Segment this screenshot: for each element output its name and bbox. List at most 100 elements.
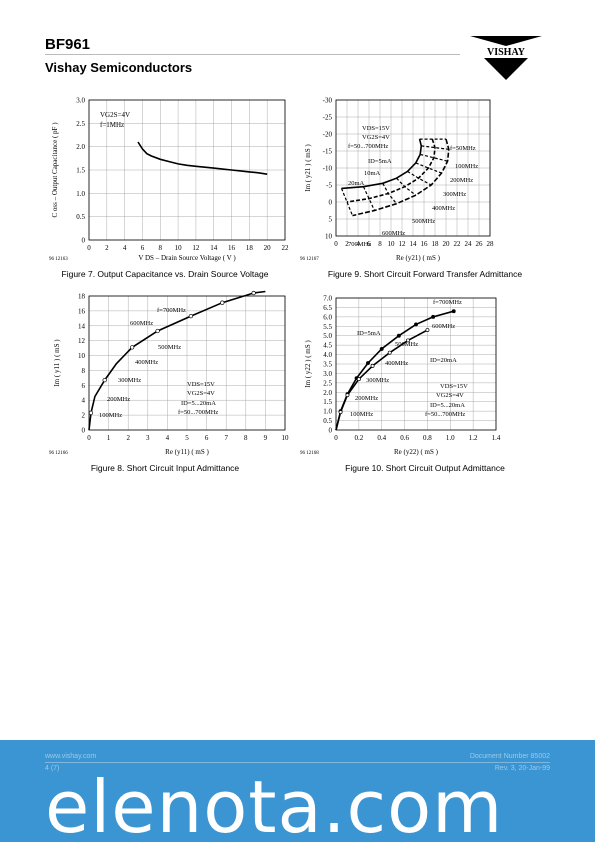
condition-id: ID=5...20mA [181, 400, 216, 407]
x-tick-label: 12 [399, 240, 407, 248]
condition-frequency: f=50...700MHz [425, 411, 465, 418]
label-200mhz: 200MHz [107, 396, 130, 403]
label-500mhz: 500MHz [395, 341, 418, 348]
y-tick-label: 4.5 [323, 342, 332, 350]
label-id-5ma: ID=5mA [357, 330, 381, 337]
x-tick-label: 0 [87, 434, 91, 442]
x-tick-label: 16 [421, 240, 429, 248]
footer-revision: Rev. 3, 20-Jan-99 [494, 765, 550, 772]
y-tick-label: 10 [78, 352, 86, 360]
frequency-marker [396, 333, 401, 338]
y-tick-label: -25 [323, 114, 333, 122]
x-axis-label: Re (y21) ( mS ) [396, 254, 441, 262]
y-tick-label: 3.0 [76, 97, 85, 105]
x-tick-label: 7 [224, 434, 228, 442]
footer-page-number: 4 (7) [45, 765, 60, 772]
footer-link[interactable]: www.vishay.com [45, 753, 97, 760]
plot-frame [88, 295, 286, 431]
label-100mhz: 100MHz [455, 163, 478, 170]
y-tick-label: 0 [329, 199, 333, 207]
frequency-marker [155, 328, 160, 334]
frequency-marker [129, 345, 135, 350]
y-tick-label: 2.0 [76, 143, 85, 151]
label-300mhz: 300MHz [366, 377, 389, 384]
plot-frame [335, 297, 497, 431]
frequency-marker [220, 300, 225, 305]
header-rule [45, 54, 460, 55]
label-500mhz: 500MHz [158, 344, 181, 351]
watermark: elenota.com [45, 765, 504, 849]
frequency-marker [451, 309, 456, 314]
x-tick-label: 10 [175, 244, 183, 252]
x-tick-label: 16 [228, 244, 236, 252]
x-tick-label: 4 [166, 434, 170, 442]
x-tick-label: 2 [126, 434, 130, 442]
y-tick-label: 3.5 [323, 361, 332, 369]
figure-10-caption: Figure 10. Short Circuit Output Admittan… [345, 463, 505, 473]
y-tick-label: 0 [329, 427, 333, 435]
figure-7-chart: 0 2 4 6 8 10 12 14 16 18 20 22 0 0.5 1.0 1.5 2.0 2.5 3.0 VG… [49, 97, 289, 263]
figure-8-chart: 0 1 2 3 4 5 6 7 8 9 10024681012141618f=700MHz600MH… [49, 290, 289, 456]
x-tick-label: 24 [465, 240, 473, 248]
condition-vds: VDS=15V [187, 381, 215, 388]
frequency-marker [345, 393, 350, 398]
y-tick-label: 6.0 [323, 313, 332, 321]
frequency-marker [251, 290, 256, 296]
footer-document-number: Document Number 85002 [469, 753, 550, 760]
frequency-marker [188, 313, 194, 319]
label-f-700mhz: f=700MHz [433, 299, 462, 306]
condition-frequency: f=1MHz [100, 121, 124, 129]
condition-vg2s: VG2S=4V [187, 390, 215, 397]
x-tick-label: 14 [410, 240, 418, 248]
y-tick-label: 5.5 [323, 323, 332, 331]
x-tick-label: 0 [87, 244, 91, 252]
admittance-curve-2 [352, 138, 450, 217]
label-600mhz: 600MHz [432, 323, 455, 330]
y-tick-label: 0 [82, 427, 86, 435]
frequency-spoke [407, 170, 432, 186]
y-tick-label: 7.0 [323, 295, 332, 303]
figure-code: 96 12166 [49, 451, 68, 456]
label-100mhz: 100MHz [350, 411, 373, 418]
y-tick-label: -5 [326, 182, 332, 190]
x-tick-label: 8 [159, 244, 163, 252]
x-tick-label: 4 [356, 240, 360, 248]
y-tick-label: -20 [323, 131, 333, 139]
label-id-20ma: 20mA [348, 180, 365, 187]
y-tick-label: 6 [82, 382, 86, 390]
y-axis-label: Im ( y11 ) ( mS ) [53, 339, 61, 387]
x-tick-label: 20 [264, 244, 272, 252]
x-tick-label: 22 [454, 240, 462, 248]
x-tick-label: 14 [210, 244, 218, 252]
x-tick-label: 1.0 [446, 434, 455, 442]
figure-code: 96 12167 [300, 257, 319, 262]
capacitance-curve [137, 141, 268, 175]
y-tick-label: 2 [82, 412, 86, 420]
x-tick-label: 20 [443, 240, 451, 248]
frequency-marker [414, 322, 418, 327]
footer-band [0, 740, 595, 842]
frequency-marker [379, 346, 384, 351]
x-axis-label: V DS – Drain Source Voltage ( V ) [138, 254, 236, 262]
y-tick-label: 5.0 [323, 332, 332, 340]
x-tick-label: 0.8 [423, 434, 432, 442]
frequency-marker [431, 314, 436, 319]
label-200mhz: 200MHz [355, 395, 378, 402]
condition-frequency: f=50...700MHz [348, 143, 388, 150]
logo-text: VISHAY [487, 47, 526, 58]
y-axis-label: C oss – Output Capacitance ( pF ) [51, 122, 59, 218]
x-tick-label: 1.4 [492, 434, 501, 442]
vishay-logo: VISHAY [470, 36, 542, 80]
x-tick-label: 8 [244, 434, 248, 442]
x-tick-label: 28 [487, 240, 495, 248]
x-tick-label: 0.2 [354, 434, 363, 442]
x-tick-label: 0.4 [377, 434, 386, 442]
label-id-10ma: 10mA [364, 170, 381, 177]
x-tick-label: 1.2 [469, 434, 478, 442]
x-tick-label: 26 [476, 240, 484, 248]
y-tick-label: -30 [323, 97, 333, 105]
y-tick-label: 1.0 [76, 190, 85, 198]
y-tick-label: 1.5 [76, 167, 85, 175]
frequency-marker [406, 338, 410, 343]
y-tick-label: 18 [78, 293, 86, 301]
